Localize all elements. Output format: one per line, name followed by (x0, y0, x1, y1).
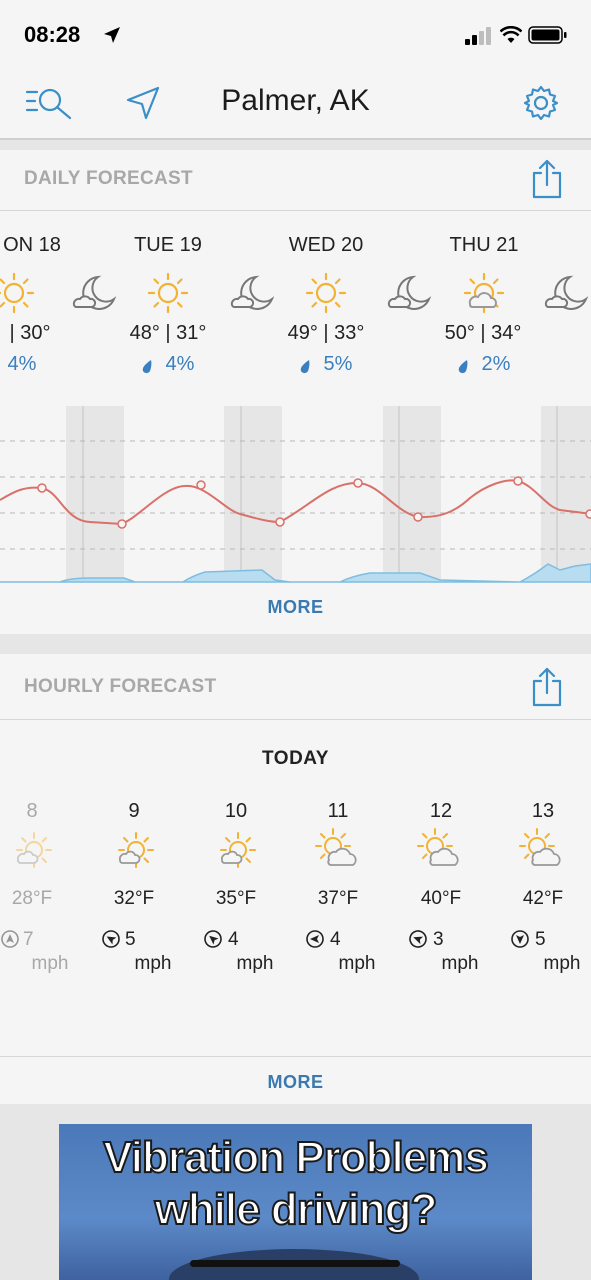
sun-cloud-icon (519, 828, 561, 866)
wind-speed: 4 (228, 929, 239, 950)
sun-cloud-icon (315, 828, 357, 866)
section-gap (0, 140, 591, 150)
wind-direction-icon (409, 930, 427, 948)
ad-banner[interactable]: Vibration Problems while driving? (59, 1124, 532, 1280)
day-precip-mon: 4% (7, 353, 37, 375)
sun-icon (147, 272, 189, 314)
hour-temp: 32°F (113, 888, 155, 909)
hour-label: 10 (224, 800, 248, 822)
wind-speed: 5 (125, 929, 136, 950)
wind-direction-row (1, 930, 529, 948)
day-temps-mon: | 30° (9, 322, 51, 344)
wind-unit: mph (338, 953, 376, 974)
wind-speed: 7 (23, 929, 34, 950)
sun-icon (305, 272, 347, 314)
battery-icon (528, 26, 567, 44)
hour-temp: 35°F (215, 888, 257, 909)
hourly-more-button[interactable]: MORE (267, 1072, 324, 1092)
signal-icon (465, 27, 491, 45)
wind-direction-icon (102, 930, 120, 948)
section-gap (0, 634, 591, 654)
hour-temp: 40°F (420, 888, 462, 909)
wind-direction-icon (1, 930, 19, 948)
status-time: 08:28 (24, 22, 81, 47)
sun-cloud-icon (220, 832, 256, 868)
daily-more-button[interactable]: MORE (267, 597, 324, 617)
wind-speed: 3 (433, 929, 444, 950)
day-temps-thu: 50° | 34° (444, 322, 522, 344)
day-temps-tue: 48° | 31° (129, 322, 207, 344)
wifi-icon (500, 26, 522, 43)
hour-temp: 28°F (11, 888, 53, 909)
wind-unit: mph (441, 953, 479, 974)
daily-icons-row (0, 272, 587, 314)
moon-cloud-icon (230, 276, 273, 310)
hour-label: 9 (128, 800, 140, 822)
home-indicator (190, 1260, 400, 1267)
sun-cloud-icon (463, 272, 505, 314)
sun-cloud-icon (16, 832, 52, 868)
search-menu-icon[interactable] (24, 84, 74, 122)
location-arrow-icon (104, 27, 120, 43)
hour-label: 12 (429, 800, 453, 822)
wind-speed: 4 (330, 929, 341, 950)
wind-direction-icon (511, 930, 529, 948)
hourly-forecast-card (0, 654, 591, 1104)
hour-label: 13 (531, 800, 555, 822)
share-icon[interactable] (531, 667, 563, 707)
day-precip-wed: 5% (323, 353, 353, 375)
raindrop-icon (458, 360, 468, 374)
status-bar: 08:28 (0, 0, 591, 66)
day-temps-wed: 49° | 33° (287, 322, 365, 344)
moon-cloud-icon (387, 276, 430, 310)
divider (0, 1056, 591, 1057)
settings-gear-icon[interactable] (523, 85, 559, 121)
sun-icon (0, 272, 35, 314)
day-label-thu: THU 21 (449, 234, 519, 256)
ad-headline-line2: while driving? (154, 1184, 439, 1235)
sun-cloud-icon (417, 828, 459, 866)
day-label-mon: ON 18 (3, 234, 61, 256)
hour-temp: 37°F (317, 888, 359, 909)
hour-label: 11 (327, 800, 349, 822)
wind-unit: mph (134, 953, 172, 974)
moon-cloud-icon (72, 276, 115, 310)
temperature-graph (0, 406, 591, 583)
hour-label: 8 (26, 800, 38, 822)
day-precip-thu: 2% (481, 353, 511, 375)
day-label-wed: WED 20 (288, 234, 364, 256)
hourly-forecast-title: HOURLY FORECAST (24, 676, 217, 697)
hourly-icons-row (16, 828, 561, 868)
divider (0, 210, 591, 211)
navigation-arrow-icon[interactable] (124, 84, 162, 122)
day-label-tue: TUE 19 (134, 234, 202, 256)
wind-unit: mph (31, 953, 69, 974)
raindrop-icon (142, 360, 152, 374)
app-header: Palmer, AK (0, 66, 591, 140)
ad-headline-line1: Vibration Problems (102, 1132, 490, 1183)
location-title[interactable]: Palmer, AK (221, 84, 370, 117)
today-label: TODAY (262, 748, 329, 769)
wind-direction-icon (306, 930, 324, 948)
day-precip-tue: 4% (165, 353, 195, 375)
divider (0, 719, 591, 720)
moon-cloud-icon (544, 276, 587, 310)
wind-speed: 5 (535, 929, 546, 950)
share-icon[interactable] (531, 159, 563, 199)
hour-temp: 42°F (522, 888, 564, 909)
raindrop-icon (300, 360, 310, 374)
daily-forecast-title: DAILY FORECAST (24, 168, 193, 189)
wind-unit: mph (543, 953, 581, 974)
wind-direction-icon (204, 930, 222, 948)
wind-unit: mph (236, 953, 274, 974)
sun-cloud-icon (118, 832, 154, 868)
